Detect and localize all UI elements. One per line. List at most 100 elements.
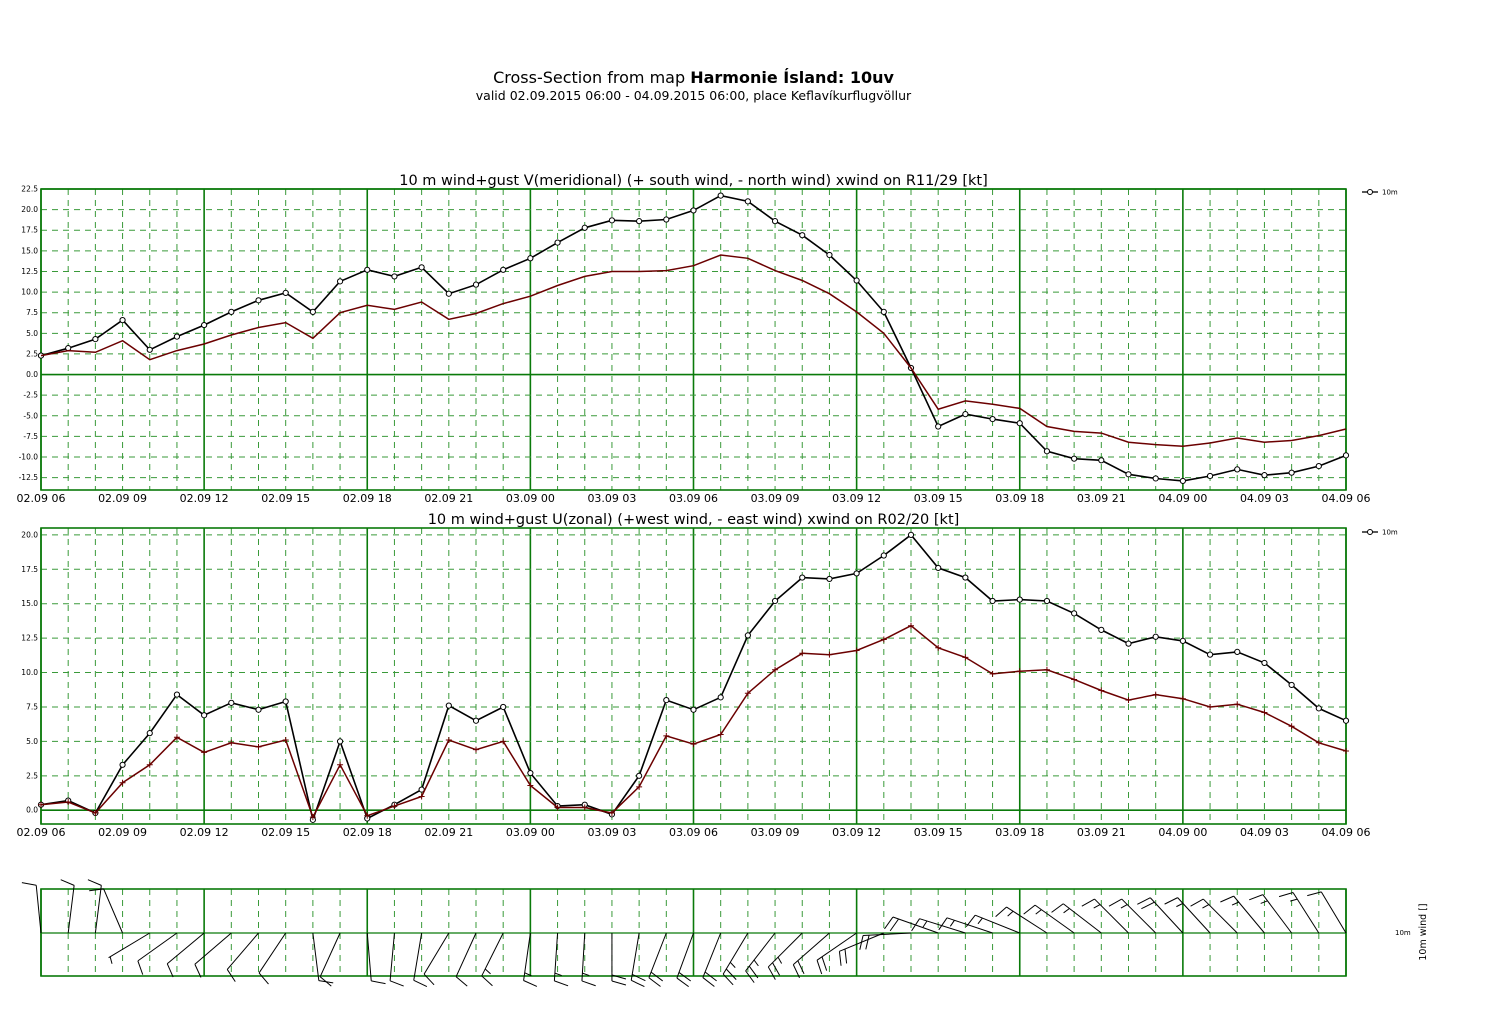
wind-barb (995, 906, 1048, 934)
wind-barb (89, 888, 124, 934)
wind-barb-shaft (1292, 892, 1320, 934)
wind-barb (60, 879, 75, 934)
wind-barb-feather (725, 968, 737, 980)
panel1-point-wind (690, 207, 697, 214)
wind-barb-feather (704, 971, 717, 982)
panel2-ytick-label: 12.5 (21, 634, 38, 643)
panel1-point-wind (1098, 457, 1105, 464)
panel2-xtick-label: 03.09 00 (506, 826, 555, 839)
panel2-legend-marker (1367, 529, 1373, 535)
wind-barb-half-feather (1063, 908, 1070, 914)
wind-barb-shaft (1202, 898, 1238, 934)
wind-barb-half-feather (777, 956, 783, 964)
panel1-point-wind (581, 224, 588, 231)
panel2-point-wind (527, 769, 534, 777)
wind-barb-feather (797, 960, 805, 975)
panel2-point-wind (119, 761, 126, 768)
panel1-series-gust-line (40, 254, 1347, 448)
wind-barb-shaft (1121, 898, 1157, 934)
wind-barb-shaft (455, 932, 477, 977)
panel1-xtick-label: 03.09 21 (1077, 492, 1126, 505)
panel1-point-wind (336, 278, 344, 285)
wind-barb-feather (523, 980, 538, 987)
panel2-point-wind (500, 703, 507, 711)
wind-barb (194, 932, 232, 978)
panel1-point-wind (500, 266, 507, 273)
wind-barb-feather (1108, 898, 1122, 907)
panel2-point-gust (1207, 703, 1214, 710)
wind-barb-feather (389, 980, 404, 987)
panel2-point-gust (364, 812, 371, 819)
panel1-xtick-label: 03.09 03 (587, 492, 636, 505)
wind-barb-shaft (194, 932, 232, 965)
panel2-point-wind (472, 717, 480, 724)
panel1-xtick-label: 03.09 15 (914, 492, 963, 505)
panel1-point-wind (119, 317, 126, 324)
panel2-frame (40, 527, 1347, 825)
wind-barb-half-feather (484, 968, 491, 975)
panel1-legend-marker (1367, 189, 1373, 195)
wind-barb-shaft (94, 885, 102, 934)
panel1-point-wind (853, 277, 860, 284)
wind-barb-feather (60, 879, 75, 886)
wind-barb-feather (748, 965, 759, 979)
wind-barb-feather (995, 906, 1007, 918)
panel2-point-gust (935, 644, 942, 651)
wind-barb-feather (581, 980, 596, 987)
wind-barb-half-feather (949, 920, 955, 927)
panel2-xtick-label: 03.09 12 (832, 826, 881, 839)
wind-barb (1081, 898, 1129, 934)
wind-barb-half-feather (1007, 910, 1014, 917)
main-title-prefix: Cross-Section from map (493, 68, 691, 87)
wind-barb-feather (865, 935, 870, 950)
wind-barb (389, 932, 404, 987)
panel1-point-wind (1234, 466, 1241, 473)
wind-barb-shaft (35, 885, 42, 934)
panel1-point-wind (771, 218, 779, 225)
wind-barb-feather (423, 973, 435, 986)
panel2-point-gust (92, 809, 99, 816)
wind-barb-half-feather (582, 972, 590, 977)
panel2-point-wind (282, 698, 289, 705)
panel1-ytick-label: 0.0 (26, 370, 38, 379)
panel1-ytick-label: 5.0 (26, 329, 38, 338)
wind-barb-feather (911, 918, 920, 932)
wind-barb-feather (226, 969, 236, 982)
panel1-xtick-label: 02.09 09 (98, 492, 147, 505)
panel2-ytick-label: 7.5 (26, 702, 38, 711)
panel2-point-gust (1016, 668, 1023, 675)
panel1-ytick-label: 15.0 (21, 246, 38, 255)
panel1-point-wind (826, 251, 833, 259)
panel3-ylabel: 10m wind [] (1418, 903, 1429, 960)
panel2-xtick-label: 02.09 18 (343, 826, 392, 839)
panel2-point-gust (1152, 691, 1159, 698)
panel2-point-wind (663, 696, 670, 704)
wind-barb (258, 932, 287, 985)
panel1-point-wind (989, 415, 996, 423)
panel1-ytick-label: 20.0 (21, 205, 38, 214)
panel2-point-gust (1179, 695, 1186, 702)
panel2-point-gust (201, 749, 208, 756)
wind-barb (455, 932, 477, 987)
wind-barb-feather (455, 976, 468, 987)
panel2-point-wind (636, 772, 643, 779)
panel2-point-wind (1125, 640, 1132, 647)
wind-barb-feather (1051, 903, 1064, 913)
panel1-ytick-label: -7.5 (23, 432, 38, 441)
panel2-xtick-label: 04.09 00 (1158, 826, 1207, 839)
panel1-xtick-label: 02.09 06 (17, 492, 66, 505)
panel2-point-wind (1098, 626, 1105, 633)
panel2-point-wind (717, 694, 724, 701)
wind-barb-shaft (258, 932, 287, 974)
wind-barb-half-feather (1093, 904, 1101, 909)
wind-barb-half-feather (1120, 904, 1128, 909)
wind-barb (166, 932, 205, 978)
panel1-ytick-label: 22.5 (21, 185, 38, 194)
wind-barb-feather (965, 914, 976, 927)
wind-barb-feather (371, 980, 386, 985)
wind-barb-half-feather (1035, 909, 1042, 915)
wind-barb-half-feather (729, 961, 736, 968)
panel1-point-wind (1342, 452, 1350, 459)
wind-barb-shaft (226, 932, 259, 970)
